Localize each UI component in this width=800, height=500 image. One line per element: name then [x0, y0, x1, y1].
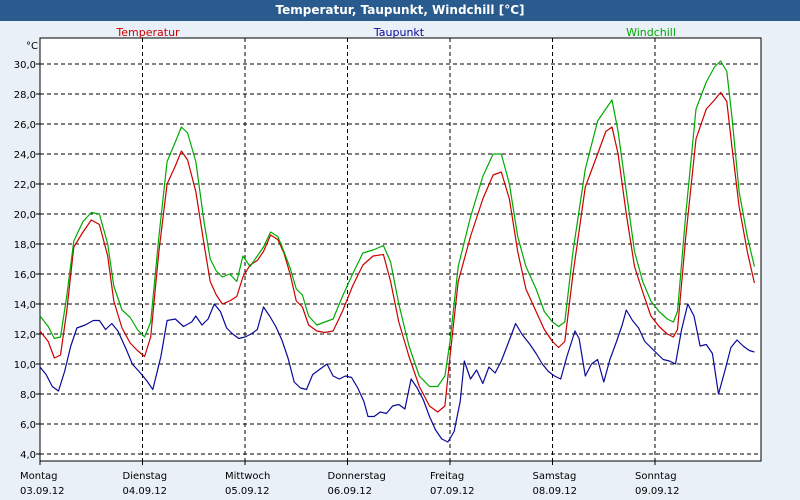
x-tick-date: 07.09.12 — [430, 486, 475, 497]
series-line-temperatur — [39, 91, 755, 413]
y-tick-label: 30,0 — [14, 60, 36, 71]
x-axis-ticks: Montag 03.09.12 Dienstag 04.09.12 Mittwoch 05… — [20, 461, 680, 497]
y-tick-label: 14,0 — [14, 300, 36, 311]
x-tick-weekday: Dienstag — [123, 471, 168, 482]
y-tick-label: 28,0 — [14, 90, 36, 101]
y-tick-label: 8,0 — [20, 390, 36, 401]
series-line-taupunkt — [39, 303, 755, 443]
x-tick-weekday: Montag — [20, 471, 57, 482]
x-tick-date: 03.09.12 — [20, 486, 65, 497]
y-tick-label: 4,0 — [20, 450, 36, 461]
y-axis-unit: °C — [26, 41, 38, 52]
x-tick-weekday: Mittwoch — [225, 471, 270, 482]
y-tick-label: 6,0 — [20, 420, 36, 431]
y-tick-label: 22,0 — [14, 180, 36, 191]
x-tick-date: 04.09.12 — [123, 486, 168, 497]
x-tick-weekday: Freitag — [430, 471, 464, 482]
plot-area — [39, 37, 762, 462]
series-lines — [39, 60, 755, 443]
y-tick-label: 12,0 — [14, 330, 36, 341]
x-tick-weekday: Donnerstag — [328, 471, 386, 482]
y-tick-label: 24,0 — [14, 150, 36, 161]
y-tick-label: 20,0 — [14, 210, 36, 221]
y-tick-label: 10,0 — [14, 360, 36, 371]
legend-temperatur: Temperatur — [115, 26, 180, 39]
grid — [40, 38, 761, 461]
x-tick-weekday: Samstag — [533, 471, 577, 482]
y-tick-label: 18,0 — [14, 240, 36, 251]
x-tick-date: 06.09.12 — [328, 486, 373, 497]
x-tick-date: 09.09.12 — [635, 486, 680, 497]
series-line-windchill — [39, 60, 755, 388]
y-tick-label: 26,0 — [14, 120, 36, 131]
x-tick-date: 05.09.12 — [225, 486, 270, 497]
window-title: Temperatur, Taupunkt, Windchill [°C] — [0, 0, 800, 21]
x-tick-date: 08.09.12 — [533, 486, 578, 497]
y-axis-ticks: 4,0 6,0 8,0 10,0 12,0 14,0 16,0 18,0 20,0 22,0 24,… — [14, 60, 40, 461]
x-tick-weekday: Sonntag — [635, 471, 677, 482]
legend-windchill: Windchill — [626, 26, 676, 39]
y-tick-label: 16,0 — [14, 270, 36, 281]
legend-taupunkt: Taupunkt — [373, 26, 425, 39]
